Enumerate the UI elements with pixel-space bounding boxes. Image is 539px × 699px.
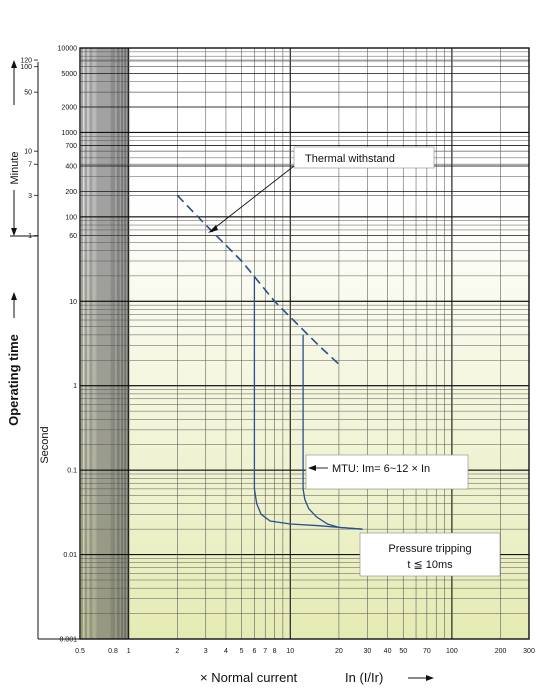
thermal-leader-arrowhead	[208, 225, 218, 233]
mtu-label: MTU: Im= 6~12 × In	[332, 463, 430, 475]
pressure-label-line1: Pressure tripping	[388, 543, 471, 555]
y-tick-label: 700	[65, 143, 77, 150]
x-tick-label: 300	[523, 648, 535, 655]
x-tick-label: 6	[252, 648, 256, 655]
thermal-withstand-curve	[176, 194, 340, 365]
pressure-label-box	[359, 532, 501, 577]
y-tick-label: 1	[73, 383, 77, 390]
x-tick-label: 0.5	[75, 648, 85, 655]
y-tick-label: 400	[65, 164, 77, 171]
minute-tick-label: 50	[24, 90, 32, 97]
x-tick-label: 5	[240, 648, 244, 655]
y-tick-label: 0.1	[67, 468, 77, 475]
x-tick-labels: 0.5 0.8 1 2 3 4 5 6 7 8 10 20 30 40 50 70 100 200 300	[75, 648, 535, 655]
x-tick-label: 2	[175, 648, 179, 655]
minute-arrowhead-up	[11, 60, 17, 68]
x-tick-label: 40	[384, 648, 392, 655]
y-tick-label: 100	[65, 214, 77, 221]
x-tick-label: 7	[263, 648, 267, 655]
x-tick-label: 3	[204, 648, 208, 655]
y-tick-label: 1000	[61, 130, 77, 137]
x-tick-label: 1	[127, 648, 131, 655]
thermal-label: Thermal withstand	[305, 153, 395, 165]
x-axis-label-arrowhead	[426, 675, 434, 681]
x-tick-label: 8	[273, 648, 277, 655]
x-axis-label-left: × Normal current	[200, 670, 298, 685]
minute-tick-label: 120	[20, 58, 32, 65]
plot-frame	[79, 47, 530, 640]
y-tick-labels: 10000 5000 2000 1000 700 400 200 100 60 10 1 0.1 0.0…	[58, 46, 78, 644]
y-tick-label: 10	[69, 299, 77, 306]
y-tick-label: 0.001	[59, 637, 77, 644]
y-tick-label: 2000	[61, 105, 77, 112]
minute-tick-label: 100	[20, 64, 32, 71]
mtu-label-box	[305, 454, 469, 490]
x-tick-label: 10	[286, 648, 294, 655]
y-tick-label: 0.01	[63, 552, 77, 559]
x-tick-label: 200	[495, 648, 507, 655]
y-tick-label: 200	[65, 189, 77, 196]
x-tick-label: 70	[423, 648, 431, 655]
x-tick-label: 30	[363, 648, 371, 655]
mtu-curve-12x	[302, 334, 363, 530]
y-tick-label: 60	[69, 233, 77, 240]
operating-time-arrowhead	[11, 292, 17, 300]
pressure-label-line2: t ≦ 10ms	[407, 559, 453, 571]
x-axis-label-right: In (I/Ir)	[345, 670, 383, 685]
minute-tick-label: 10	[24, 149, 32, 156]
mtu-curve-6x	[253, 275, 363, 530]
x-tick-label: 4	[224, 648, 228, 655]
x-tick-label: 20	[335, 648, 343, 655]
x-tick-label: 50	[399, 648, 407, 655]
second-label: Second	[39, 426, 51, 463]
y-tick-label: 10000	[58, 46, 78, 53]
mtu-leader-arrowhead	[308, 465, 316, 471]
minute-label: Minute	[9, 151, 21, 184]
thermal-leader-line	[211, 165, 295, 231]
minute-tick-label: 1	[28, 233, 32, 240]
x-tick-label: 0.8	[108, 648, 118, 655]
thermal-label-box	[293, 146, 435, 169]
x-tick-label: 100	[446, 648, 458, 655]
y-tick-label: 5000	[61, 71, 77, 78]
operating-time-label: Operating time	[6, 334, 21, 426]
minute-tick-label: 3	[28, 193, 32, 200]
minute-arrowhead-down	[11, 228, 17, 236]
minute-tick-label: 7	[28, 162, 32, 169]
